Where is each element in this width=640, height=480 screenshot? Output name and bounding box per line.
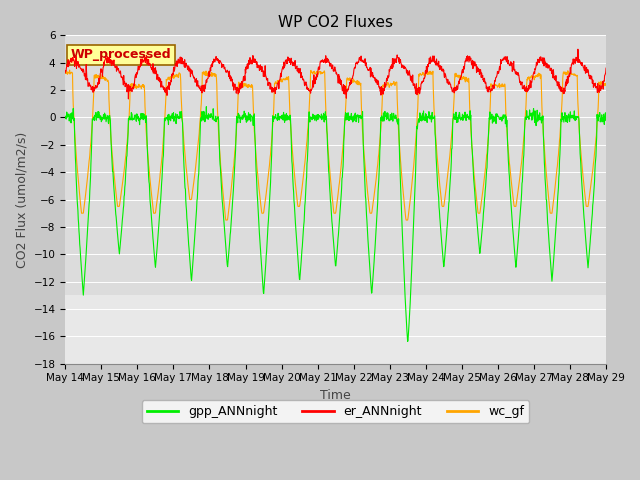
wc_gf [125, 106, 133, 111]
Y-axis label: CO2 Flux (umol/m2/s): CO2 Flux (umol/m2/s) [15, 132, 28, 268]
Title: WP CO2 Fluxes: WP CO2 Fluxes [278, 15, 393, 30]
Line: wc_gf: wc_gf [65, 70, 606, 220]
er_ANNnight [103, 60, 111, 66]
gpp_ANNnight [291, 216, 299, 221]
wc_gf [66, 67, 74, 73]
er_ANNnight [303, 82, 310, 88]
Line: er_ANNnight: er_ANNnight [65, 49, 606, 99]
er_ANNnight [125, 96, 132, 102]
gpp_ANNnight [103, 114, 111, 120]
wc_gf [312, 69, 320, 75]
Legend: gpp_ANNnight, er_ANNnight, wc_gf: gpp_ANNnight, er_ANNnight, wc_gf [142, 400, 529, 423]
er_ANNnight [574, 47, 582, 52]
gpp_ANNnight [303, 178, 310, 184]
er_ANNnight [61, 70, 69, 76]
gpp_ANNnight [61, 115, 69, 121]
wc_gf [602, 82, 610, 87]
X-axis label: Time: Time [320, 389, 351, 402]
gpp_ANNnight [312, 117, 320, 123]
er_ANNnight [291, 58, 299, 63]
gpp_ANNnight [404, 338, 412, 344]
gpp_ANNnight [369, 269, 377, 275]
Bar [65, 36, 606, 295]
gpp_ANNnight [202, 104, 210, 109]
wc_gf [370, 195, 378, 201]
wc_gf [292, 181, 300, 187]
Line: gpp_ANNnight: gpp_ANNnight [65, 107, 606, 341]
wc_gf [61, 70, 69, 76]
er_ANNnight [312, 77, 320, 83]
er_ANNnight [369, 73, 377, 79]
Text: WP_processed: WP_processed [70, 48, 172, 61]
gpp_ANNnight [125, 117, 133, 122]
er_ANNnight [602, 65, 610, 71]
wc_gf [222, 217, 230, 223]
gpp_ANNnight [602, 110, 610, 116]
Bar [65, 295, 606, 364]
wc_gf [104, 79, 111, 84]
er_ANNnight [125, 87, 133, 93]
wc_gf [303, 141, 310, 146]
